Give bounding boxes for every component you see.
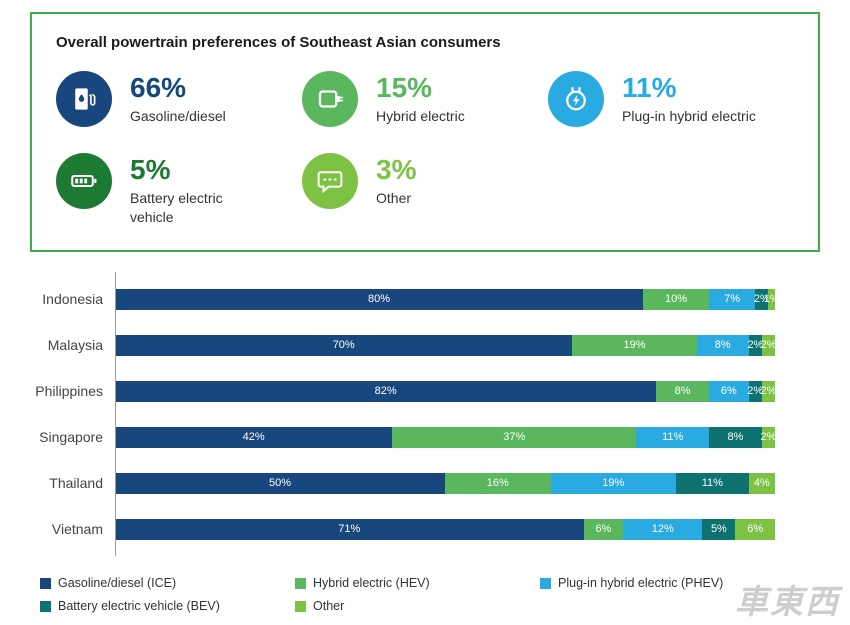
battery-icon — [56, 153, 112, 209]
bar-segment: 8% — [696, 334, 749, 356]
bar-segment: 70% — [115, 334, 573, 356]
bar-segment: 8% — [709, 426, 762, 448]
watermark-logo: 車東西 — [735, 582, 840, 621]
chart-row: Vietnam 71% 6% 12% 5% 6% — [0, 506, 850, 552]
bar-segment: 11% — [676, 472, 749, 494]
bar-segment: 2% — [760, 426, 776, 448]
bar-segment: 6% — [583, 518, 624, 540]
chart-row: Singapore 42% 37% 11% 8% 2% — [0, 414, 850, 460]
fuel-pump-icon — [56, 71, 112, 127]
stat-label: Battery electric vehicle — [130, 190, 223, 225]
bar-segment: 2% — [761, 334, 776, 356]
legend-swatch — [295, 600, 306, 612]
bar-segment: 1% — [764, 288, 780, 310]
bar-segment: 11% — [636, 426, 709, 448]
legend-label: Plug-in hybrid electric (PHEV) — [558, 576, 724, 590]
stacked-bar: 50% 16% 19% 11% 4% — [115, 472, 775, 494]
legend-swatch — [40, 577, 51, 589]
stat-label: Other — [376, 190, 412, 207]
legend-label: Hybrid electric (HEV) — [313, 576, 430, 590]
bar-segment: 6% — [709, 380, 749, 402]
summary-panel: Overall powertrain preferences of Southe… — [30, 12, 820, 252]
bar-segment: 19% — [572, 334, 697, 356]
bar-segment: 80% — [115, 288, 643, 310]
legend-swatch — [540, 577, 551, 589]
bar-segment: 6% — [735, 518, 775, 540]
stat-value: 3% — [376, 154, 417, 185]
stat-battery-electric: 5% Battery electric vehicle — [56, 153, 302, 226]
chart-row: Philippines 82% 8% 6% 2% 2% — [0, 368, 850, 414]
country-label: Philippines — [35, 383, 103, 399]
bar-segment: 16% — [445, 472, 551, 494]
stat-hybrid-electric: 15% Hybrid electric — [302, 71, 548, 127]
speech-bubble-icon — [302, 153, 358, 209]
bar-segment: 2% — [754, 288, 770, 310]
bar-segment: 2% — [747, 334, 763, 356]
bar-segment: 82% — [115, 380, 657, 402]
bar-segment: 4% — [748, 472, 775, 494]
bar-segment: 12% — [623, 518, 703, 540]
country-label: Vietnam — [51, 521, 103, 537]
stat-plugin-hybrid: 11% Plug-in hybrid electric — [548, 71, 794, 127]
chart-row: Indonesia 80% 10% 7% 2% 1% — [0, 276, 850, 322]
legend-label: Battery electric vehicle (BEV) — [58, 599, 220, 613]
legend-label: Gasoline/diesel (ICE) — [58, 576, 177, 590]
charger-icon — [302, 71, 358, 127]
chart-row: Thailand 50% 16% 19% 11% 4% — [0, 460, 850, 506]
bar-segment: 10% — [643, 288, 709, 310]
bar-segment: 37% — [392, 426, 637, 448]
bar-segment: 50% — [115, 472, 445, 494]
bar-segment: 42% — [115, 426, 393, 448]
legend-swatch — [40, 600, 51, 612]
legend-item: Other — [295, 599, 540, 613]
stat-value: 15% — [376, 72, 433, 103]
stat-label: Hybrid electric — [376, 108, 465, 125]
stacked-bar: 70% 19% 8% 2% 2% — [115, 334, 776, 356]
stat-value: 11% — [622, 72, 677, 103]
bar-segment: 71% — [115, 518, 584, 540]
stat-label: Gasoline/diesel — [130, 108, 226, 125]
stat-label: Plug-in hybrid electric — [622, 108, 756, 125]
country-label: Thailand — [49, 475, 103, 491]
panel-title: Overall powertrain preferences of Southe… — [56, 34, 501, 51]
legend-swatch — [295, 577, 306, 589]
bar-segment: 2% — [747, 380, 763, 402]
stat-value: 66% — [130, 72, 187, 103]
chart-row: Malaysia 70% 19% 8% 2% 2% — [0, 322, 850, 368]
stacked-bar: 71% 6% 12% 5% 6% — [115, 518, 775, 540]
bar-segment: 8% — [656, 380, 709, 402]
country-label: Indonesia — [42, 291, 103, 307]
plug-bolt-icon — [548, 71, 604, 127]
bar-segment: 5% — [702, 518, 736, 540]
stacked-bar: 42% 37% 11% 8% 2% — [115, 426, 776, 448]
legend-item: Battery electric vehicle (BEV) — [40, 599, 295, 613]
legend-item: Hybrid electric (HEV) — [295, 576, 540, 590]
stats-grid: 66% Gasoline/diesel 15% Hybrid electric — [56, 71, 794, 226]
powertrain-bar-chart: Indonesia 80% 10% 7% 2% 1% Malaysia 70% 19% 8% 2% 2… — [0, 272, 850, 556]
chart-legend: Gasoline/diesel (ICE) Hybrid electric (HE… — [40, 576, 830, 613]
legend-item: Gasoline/diesel (ICE) — [40, 576, 295, 590]
country-label: Singapore — [39, 429, 103, 445]
chart-rows: Indonesia 80% 10% 7% 2% 1% Malaysia 70% 19% 8% 2% 2… — [0, 272, 850, 556]
legend-label: Other — [313, 599, 345, 613]
stat-value: 5% — [130, 154, 171, 185]
stat-gasoline-diesel: 66% Gasoline/diesel — [56, 71, 302, 127]
bar-segment: 7% — [709, 288, 756, 310]
stat-other: 3% Other — [302, 153, 548, 226]
bar-segment: 2% — [760, 380, 776, 402]
country-label: Malaysia — [47, 337, 103, 353]
bar-segment: 19% — [550, 472, 676, 494]
legend-item: Plug-in hybrid electric (PHEV) — [540, 576, 830, 590]
stacked-bar: 80% 10% 7% 2% 1% — [115, 288, 780, 310]
stacked-bar: 82% 8% 6% 2% 2% — [115, 380, 776, 402]
